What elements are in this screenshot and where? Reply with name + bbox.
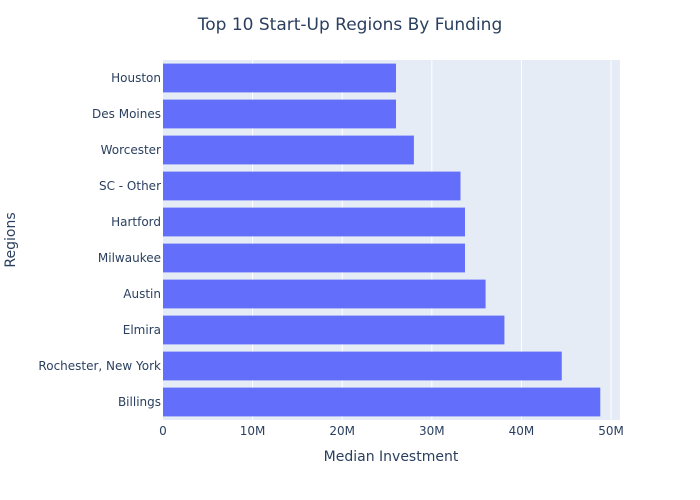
x-tick-label: 40M: [509, 424, 535, 438]
y-tick-label: Worcester: [101, 143, 161, 157]
y-tick-label: SC - Other: [99, 179, 161, 193]
bar: [163, 99, 396, 129]
chart-title: Top 10 Start-Up Regions By Funding: [197, 15, 503, 35]
x-tick-label: 30M: [419, 424, 445, 438]
bar: [163, 387, 601, 417]
bar: [163, 243, 465, 273]
x-tick-label: 10M: [240, 424, 266, 438]
bar: [163, 207, 465, 237]
bar: [163, 315, 505, 345]
x-tick-label: 50M: [598, 424, 624, 438]
y-tick-label: Elmira: [123, 323, 161, 337]
y-tick-label: Milwaukee: [98, 251, 161, 265]
x-tick-label: 0: [159, 424, 167, 438]
y-tick-label: Hartford: [111, 215, 161, 229]
y-tick-label: Des Moines: [92, 107, 161, 121]
bar: [163, 279, 486, 309]
y-tick-label: Austin: [123, 287, 161, 301]
y-tick-label: Houston: [111, 71, 161, 85]
x-axis-title: Median Investment: [324, 449, 459, 465]
x-tick-label: 20M: [329, 424, 355, 438]
y-axis-title: Regions: [3, 212, 19, 267]
x-axis-ticks: 0 10M 20M 30M 40M 50M: [159, 424, 624, 438]
y-axis-ticks: Houston Des Moines Worcester SC - Other Hart…: [38, 71, 161, 409]
y-tick-label: Billings: [118, 395, 161, 409]
y-tick-label: Rochester, New York: [38, 359, 161, 373]
bar: [163, 63, 396, 93]
bar: [163, 135, 414, 165]
bar: [163, 351, 562, 381]
bars: [163, 63, 601, 417]
bar: [163, 171, 461, 201]
